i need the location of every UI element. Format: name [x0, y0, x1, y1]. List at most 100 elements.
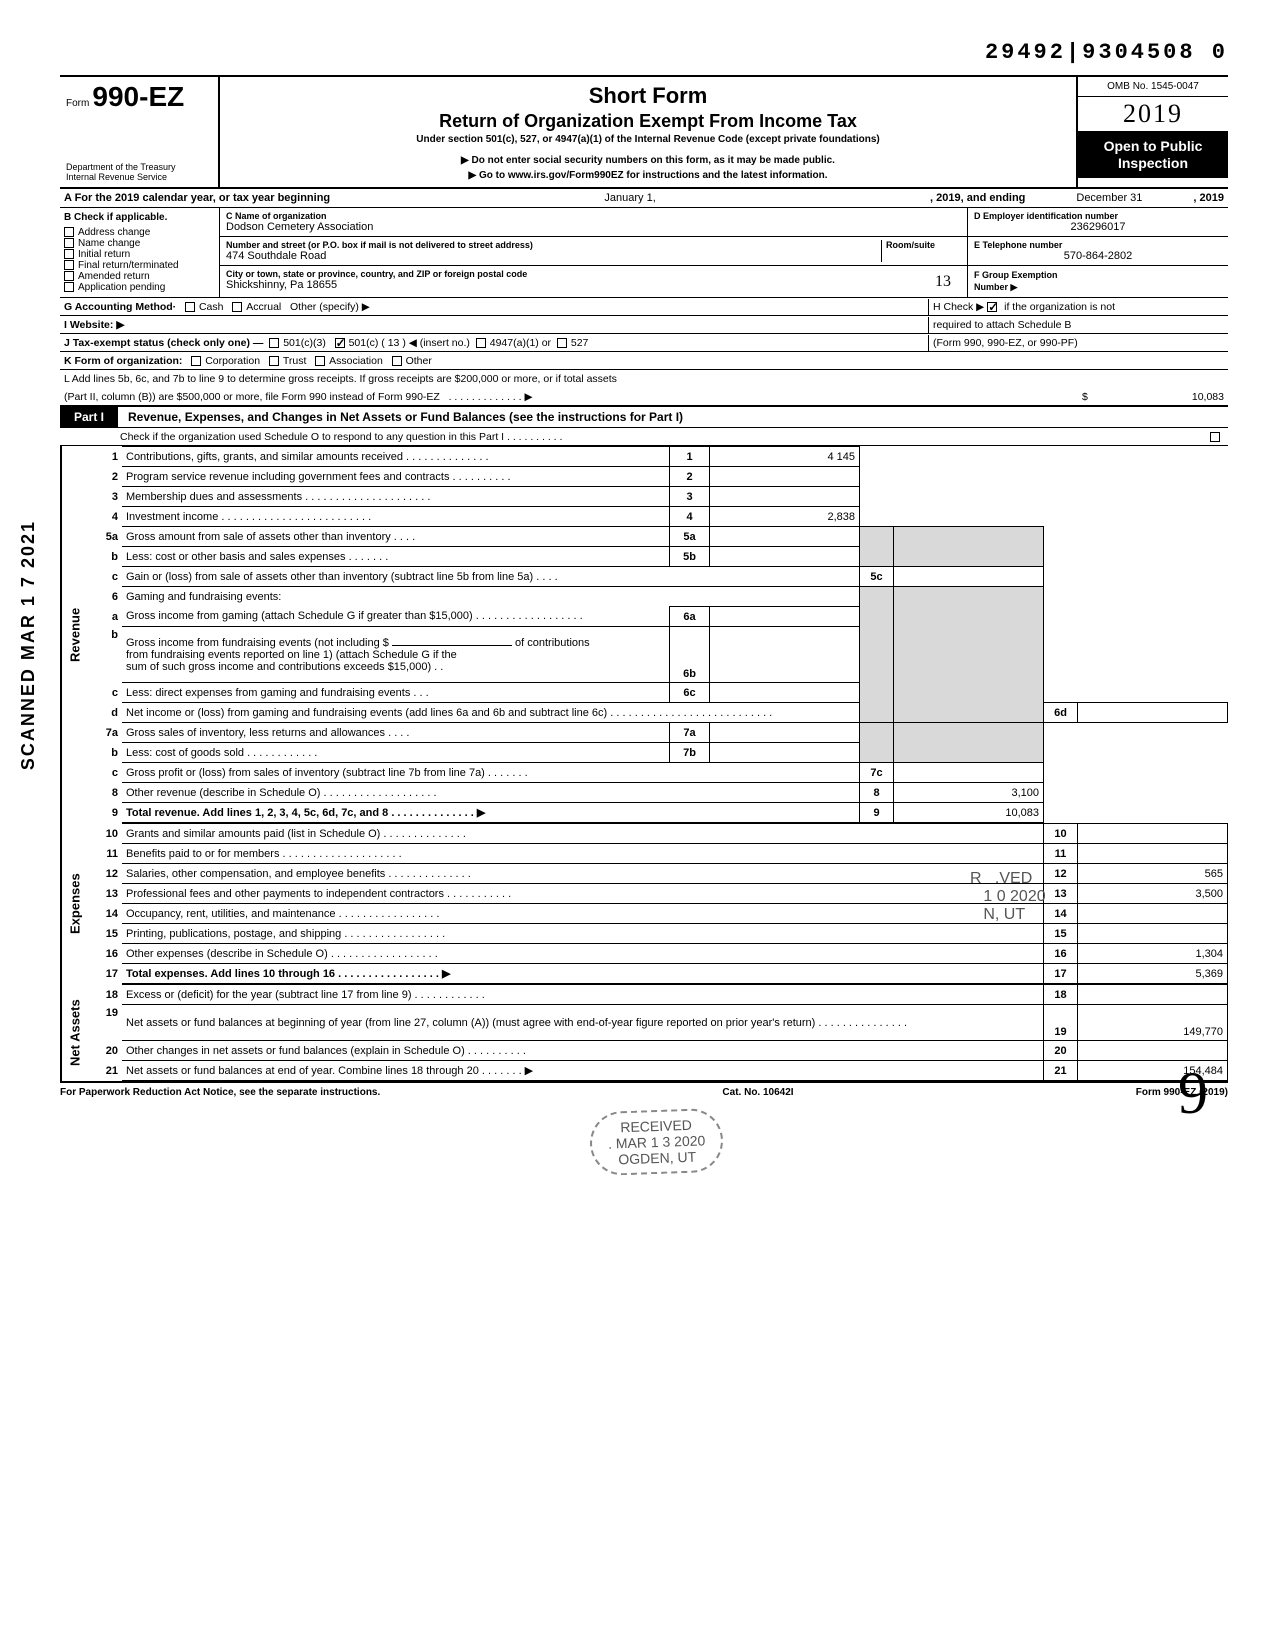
chk-527[interactable]	[557, 338, 567, 348]
chk-assoc[interactable]	[315, 356, 325, 366]
col-b-checkboxes: B Check if applicable. Address change Na…	[60, 208, 220, 297]
line-5a: 5aGross amount from sale of assets other…	[88, 527, 1228, 547]
line-5b: bLess: cost or other basis and sales exp…	[88, 547, 1228, 567]
k-label: K Form of organization:	[64, 355, 182, 367]
chk-application-pending[interactable]: Application pending	[64, 282, 215, 293]
row-a-mid: , 2019, and ending	[926, 189, 1029, 207]
org-street: 474 Southdale Road	[226, 250, 881, 262]
f-group-label: F Group Exemption	[974, 270, 1058, 280]
note-url: ▶ Go to www.irs.gov/Form990EZ for instru…	[230, 170, 1066, 181]
under-section: Under section 501(c), 527, or 4947(a)(1)…	[230, 134, 1066, 145]
short-form-title: Short Form	[230, 83, 1066, 109]
begin-date: January 1,	[334, 189, 926, 207]
line-10: 10Grants and similar amounts paid (list …	[88, 824, 1228, 844]
row-k: K Form of organization: Corporation Trus…	[60, 352, 1228, 370]
g-label: G Accounting Method·	[64, 301, 176, 313]
line-13: 13Professional fees and other payments t…	[88, 884, 1228, 904]
line-7b: bLess: cost of goods sold . . . . . . . …	[88, 743, 1228, 763]
ein-value: 236296017	[974, 221, 1222, 233]
chk-trust[interactable]	[269, 356, 279, 366]
part1-check-text: Check if the organization used Schedule …	[60, 429, 1206, 445]
phone-value: 570-864-2802	[974, 250, 1222, 262]
scanned-stamp: SCANNED MAR 1 7 2021	[18, 520, 39, 770]
line-7c: cGross profit or (loss) from sales of in…	[88, 763, 1228, 783]
line-18: 18Excess or (deficit) for the year (subt…	[88, 985, 1228, 1005]
chk-final-return[interactable]: Final return/terminated	[64, 260, 215, 271]
line-21: 21Net assets or fund balances at end of …	[88, 1061, 1228, 1081]
chk-cash[interactable]	[185, 302, 195, 312]
f-number-label: Number ▶	[974, 282, 1017, 292]
footer: For Paperwork Reduction Act Notice, see …	[60, 1083, 1228, 1098]
expenses-vert-label: Expenses	[60, 823, 88, 984]
h-line3: required to attach Schedule B	[928, 317, 1228, 333]
c-city-label: City or town, state or province, country…	[226, 269, 935, 279]
row-g-h: G Accounting Method· Cash Accrual Other …	[60, 298, 1228, 316]
row-a-suffix: , 2019	[1189, 189, 1228, 207]
row-l1: L Add lines 5b, 6c, and 7b to line 9 to …	[60, 370, 1228, 388]
chk-501c3[interactable]	[269, 338, 279, 348]
row-a-tax-year: A For the 2019 calendar year, or tax yea…	[60, 189, 1228, 208]
c-name-label: C Name of organization	[226, 211, 961, 221]
row-i: I Website: ▶ required to attach Schedule…	[60, 316, 1228, 334]
line-8: 8Other revenue (describe in Schedule O) …	[88, 783, 1228, 803]
chk-corp[interactable]	[191, 356, 201, 366]
handwritten-13: 13	[935, 273, 961, 291]
line-3: 3Membership dues and assessments . . . .…	[88, 487, 1228, 507]
expenses-table: 10Grants and similar amounts paid (list …	[88, 823, 1228, 984]
chk-address-change[interactable]: Address change	[64, 227, 215, 238]
return-title: Return of Organization Exempt From Incom…	[230, 111, 1066, 132]
chk-h-not-required[interactable]	[987, 302, 997, 312]
h-label: H Check ▶	[933, 301, 984, 313]
line-6c: cLess: direct expenses from gaming and f…	[88, 683, 1228, 703]
line-17: 17Total expenses. Add lines 10 through 1…	[88, 964, 1228, 984]
footer-cat: Cat. No. 10642I	[722, 1087, 793, 1098]
d-ein-label: D Employer identification number	[974, 211, 1222, 221]
l-text2: (Part II, column (B)) are $500,000 or mo…	[64, 391, 440, 403]
line-9: 9Total revenue. Add lines 1, 2, 3, 4, 5c…	[88, 803, 1228, 823]
b-title: B Check if applicable.	[64, 212, 215, 223]
end-date: December 31	[1029, 189, 1189, 207]
revenue-table: 1Contributions, gifts, grants, and simil…	[88, 446, 1228, 823]
netassets-table: 18Excess or (deficit) for the year (subt…	[88, 984, 1228, 1081]
footer-left: For Paperwork Reduction Act Notice, see …	[60, 1087, 380, 1098]
row-a-label: A For the 2019 calendar year, or tax yea…	[60, 189, 334, 207]
l-text1: L Add lines 5b, 6c, and 7b to line 9 to …	[60, 371, 621, 387]
line-2: 2Program service revenue including gover…	[88, 467, 1228, 487]
part1-tab: Part I	[60, 407, 118, 427]
org-city: Shickshinny, Pa 18655	[226, 279, 935, 291]
note-ssn: ▶ Do not enter social security numbers o…	[230, 155, 1066, 166]
line-12: 12Salaries, other compensation, and empl…	[88, 864, 1228, 884]
line-19: 19Net assets or fund balances at beginni…	[88, 1005, 1228, 1041]
dept-irs: Internal Revenue Service	[66, 173, 212, 183]
line-11: 11Benefits paid to or for members . . . …	[88, 844, 1228, 864]
line-5c: cGain or (loss) from sale of assets othe…	[88, 567, 1228, 587]
j-insert-no: 13	[388, 337, 400, 349]
chk-4947[interactable]	[476, 338, 486, 348]
chk-schedule-o[interactable]	[1210, 432, 1220, 442]
chk-other[interactable]	[392, 356, 402, 366]
line-15: 15Printing, publications, postage, and s…	[88, 924, 1228, 944]
l-dots: . . . . . . . . . . . . . ▶	[449, 391, 533, 403]
netassets-vert-label: Net Assets	[60, 984, 88, 1081]
h-line2: if the organization is not	[1004, 301, 1115, 313]
org-name: Dodson Cemetery Association	[226, 221, 961, 233]
revenue-vert-label: Revenue	[60, 446, 88, 823]
chk-name-change[interactable]: Name change	[64, 238, 215, 249]
l-dollar: $	[1078, 389, 1098, 405]
chk-initial-return[interactable]: Initial return	[64, 249, 215, 260]
chk-501c[interactable]	[335, 338, 345, 348]
form-number: 990-EZ	[92, 81, 184, 112]
line-7a: 7aGross sales of inventory, less returns…	[88, 723, 1228, 743]
chk-amended-return[interactable]: Amended return	[64, 271, 215, 282]
line-20: 20Other changes in net assets or fund ba…	[88, 1041, 1228, 1061]
line-6a: aGross income from gaming (attach Schedu…	[88, 607, 1228, 627]
tax-year: 2019	[1078, 97, 1228, 132]
form-prefix: Form	[66, 98, 89, 109]
expenses-section: Expenses 10Grants and similar amounts pa…	[60, 823, 1228, 984]
line-1: 1Contributions, gifts, grants, and simil…	[88, 447, 1228, 467]
c-addr-label: Number and street (or P.O. box if mail i…	[226, 240, 881, 250]
netassets-section: Net Assets 18Excess or (deficit) for the…	[60, 984, 1228, 1083]
chk-accrual[interactable]	[232, 302, 242, 312]
line-4: 4Investment income . . . . . . . . . . .…	[88, 507, 1228, 527]
h-line4: (Form 990, 990-EZ, or 990-PF)	[928, 335, 1228, 351]
